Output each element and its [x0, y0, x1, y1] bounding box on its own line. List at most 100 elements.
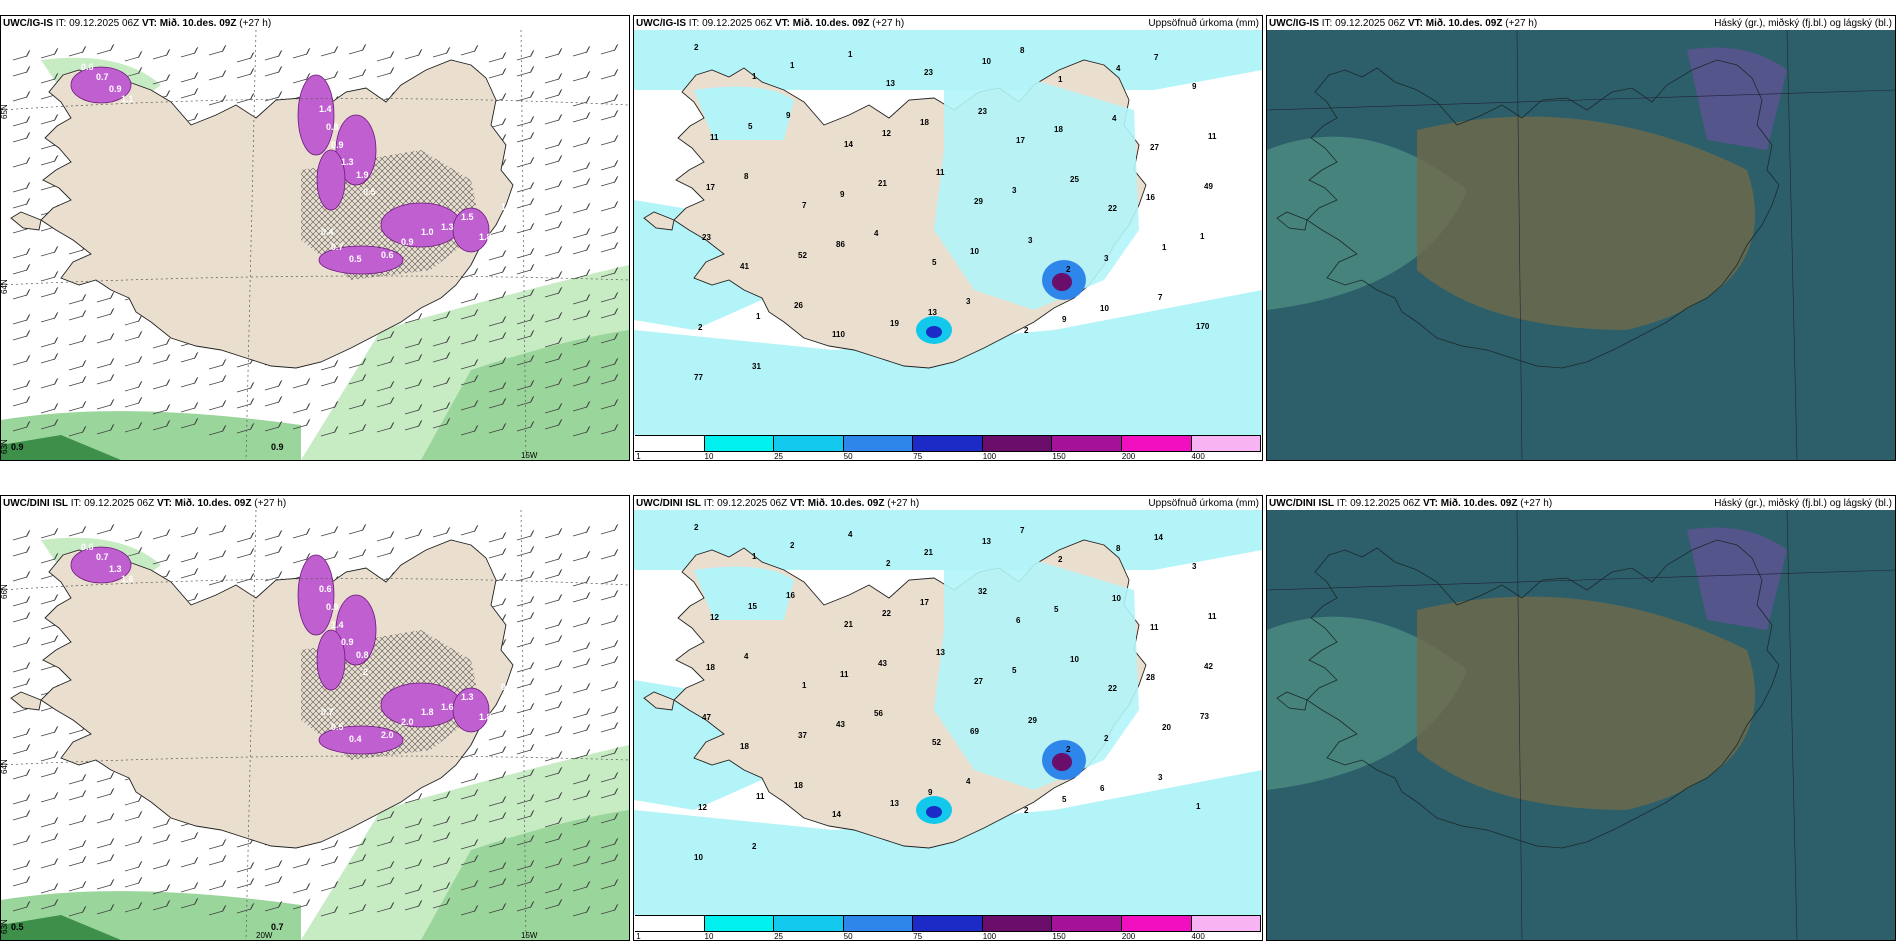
wind-barb [40, 882, 59, 894]
precip-value-label: 2 [1066, 745, 1071, 754]
wind-barb [516, 115, 535, 127]
wind-barb [68, 773, 87, 785]
wind-barb [516, 611, 535, 623]
wind-barb [432, 310, 451, 322]
wind-barb [544, 336, 563, 348]
legend-tick-label: 100 [982, 452, 997, 461]
legend-swatch [635, 916, 705, 931]
wind-barb [544, 311, 563, 323]
wind-barb [180, 526, 199, 538]
wind-barb [12, 900, 31, 912]
wind-barb [460, 308, 479, 320]
wind-barb [124, 876, 143, 888]
precip-value-label: 5 [1054, 605, 1059, 614]
high-cloud-area [1687, 527, 1787, 630]
wind-barb [544, 286, 563, 298]
wind-barb [68, 905, 87, 917]
iceland-outline [1306, 539, 1780, 849]
precip-value-label: 10 [694, 853, 703, 862]
wind-barb [208, 838, 227, 850]
panel-title: UWC/DINI ISL IT: 09.12.2025 06Z VT: Mið.… [3, 498, 287, 509]
wind-barb [516, 743, 535, 755]
wind-barb [488, 531, 507, 543]
wind-barb [516, 49, 535, 61]
precip-map-panel-top: UWC/IG-IS IT: 09.12.2025 06Z VT: Mið. 10… [633, 15, 1263, 461]
precip-value-label: 21 [844, 620, 853, 629]
wind-barb [124, 530, 143, 542]
wind-barb [516, 809, 535, 821]
wind-barb [488, 861, 507, 873]
wind-barb [432, 831, 451, 843]
wind-barb [292, 882, 311, 894]
rain-area [1, 915, 121, 940]
wind-barb [208, 358, 227, 370]
precip-value-label: 5 [748, 122, 753, 131]
wind-barb [124, 330, 143, 342]
wind-barb [544, 791, 563, 803]
wind-barb [572, 111, 591, 123]
wind-barb [544, 659, 563, 671]
wind-barb [516, 181, 535, 193]
precip-value-label: 14 [832, 810, 841, 819]
precip-value-label: 9 [928, 788, 933, 797]
wind-barb [600, 903, 619, 915]
longitude-line [1786, 30, 1798, 460]
wind-barb [572, 227, 591, 239]
wind-barb [12, 859, 31, 871]
wind-barb [40, 552, 59, 564]
wind-barb [180, 551, 199, 563]
precip-value-label: 8 [1116, 544, 1121, 553]
precip-value-label: 12 [698, 803, 707, 812]
wind-barb [460, 772, 479, 784]
wind-barb [12, 636, 31, 648]
wind-barb [460, 399, 479, 411]
wind-barb [432, 881, 451, 893]
wind-barb [40, 270, 59, 282]
wind-barb [152, 833, 171, 845]
precip-value-label: 43 [878, 659, 887, 668]
wind-barb [376, 810, 395, 822]
precip-value-label: 9 [1062, 315, 1067, 324]
precip-value-label: 10 [982, 57, 991, 66]
wind-barb [516, 859, 535, 871]
snowfall-area [318, 245, 404, 275]
wind-barb [320, 45, 339, 57]
lat-lon-grid [1, 30, 629, 460]
wind-barb [12, 727, 31, 739]
iceland-land [40, 539, 514, 849]
legend-colorbar [635, 915, 1262, 932]
wind-barb [432, 526, 451, 538]
wind-barb [600, 93, 619, 105]
wind-barb [124, 860, 143, 872]
wind-barb [544, 179, 563, 191]
wind-barb [292, 418, 311, 430]
wind-barb [376, 421, 395, 433]
wind-barb [12, 354, 31, 366]
snowfall-area [335, 594, 377, 666]
wind-barb [208, 69, 227, 81]
wind-barb [516, 288, 535, 300]
grid-labels: 65N 64N 63N 15W [1, 104, 538, 460]
legend-swatch [704, 436, 775, 451]
wind-barb [40, 47, 59, 59]
wind-barb [152, 337, 171, 349]
wind-barb [600, 639, 619, 651]
precip-value-label: 10 [1112, 594, 1121, 603]
wind-barb [68, 359, 87, 371]
wind-barb [40, 113, 59, 125]
wind-barb [264, 420, 283, 432]
snow-value-label: 1.3 [461, 692, 474, 702]
wind-barb [236, 422, 255, 434]
precip-value-label: 26 [794, 301, 803, 310]
precip-area-heavy [926, 806, 942, 818]
precip-value-label: 1 [802, 681, 807, 690]
cloud-area [1267, 820, 1895, 940]
wind-barb [376, 530, 395, 542]
wind-barb [40, 352, 59, 364]
wind-barb [600, 398, 619, 410]
wind-barb [516, 545, 535, 557]
iceland-outline [1306, 59, 1780, 369]
wind-barb [292, 552, 311, 564]
precip-value-label: 9 [840, 190, 845, 199]
wind-barb [152, 403, 171, 415]
